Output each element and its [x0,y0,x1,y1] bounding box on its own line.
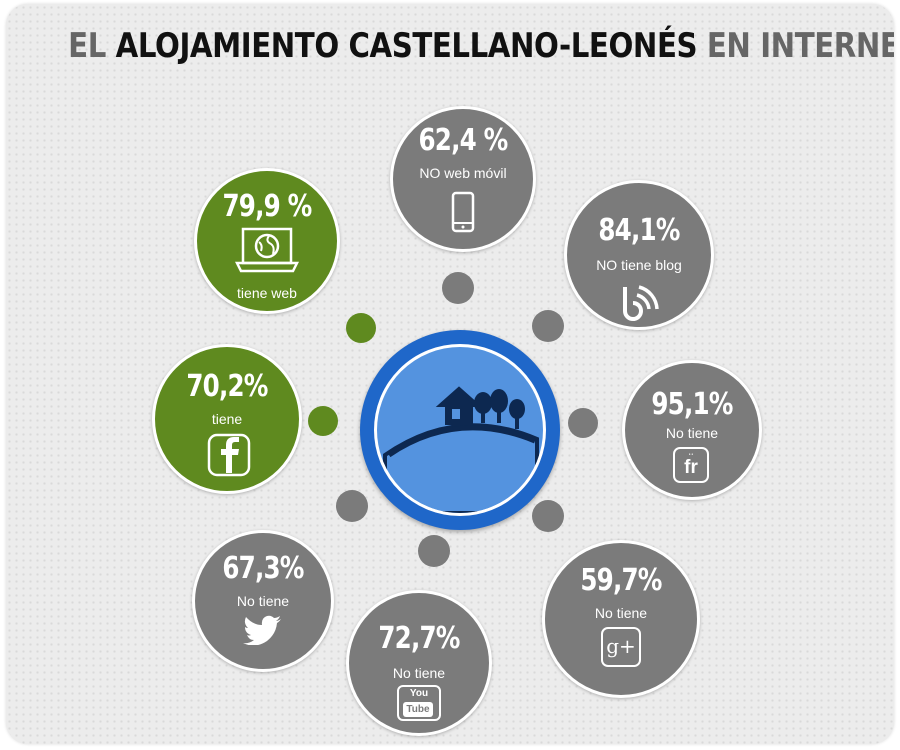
stat-circle-web: 79,9 % tiene web [194,168,340,314]
twitter-bird-icon [243,615,283,650]
blog-feed-icon [617,283,661,328]
rural-house-hill-icon [374,344,546,516]
youtube-icon-text-top: You [409,688,429,699]
facebook-icon [207,433,251,482]
stat-label: No tiene [392,665,446,681]
stat-circle-google-plus: 59,7% No tiene g+ [542,540,700,698]
stat-circle-twitter: 67,3% No tiene [192,530,334,672]
title-part-1: EL [68,26,116,66]
stat-label: No tiene [236,593,290,609]
stat-circle-youtube: 72,7% No tiene You Tube [346,590,492,736]
stat-label: No tiene [665,425,719,441]
stat-percentage: 84,1% [598,213,680,248]
center-circle [360,330,560,530]
connector-dot [568,408,598,438]
stat-circle-web-movil: 62,4 % NO web móvil [390,106,536,252]
title-part-3: EN INTERNET [706,26,894,66]
connector-dot [346,313,376,343]
stat-label: NO web móvil [419,165,507,181]
friendfeed-icon-text: fr [684,457,698,478]
youtube-icon: You Tube [397,685,441,721]
stat-percentage: 95,1% [651,387,733,422]
stat-circle-friendfeed: 95,1% No tiene ● ● fr [622,360,762,500]
connector-dot [418,535,450,567]
laptop-globe-icon [234,227,300,280]
stat-label: tiene web [237,285,297,301]
google-plus-icon-text: g+ [606,634,636,658]
friendfeed-icon: ● ● fr [673,447,709,483]
connector-dot [532,310,564,342]
stat-label: No tiene [594,605,648,621]
stat-percentage: 59,7% [580,563,662,598]
stat-percentage: 67,3% [222,551,304,586]
stat-label: tiene [211,411,243,427]
stat-circle-facebook: 70,2% tiene [152,344,302,494]
connector-dot [442,272,474,304]
stat-label: NO tiene blog [596,257,682,273]
stat-percentage: 79,9 % [222,189,313,224]
youtube-icon-text-bottom: Tube [403,702,433,717]
connector-dot [532,500,564,532]
title-part-2: ALOJAMIENTO CASTELLANO-LEONÉS [115,26,698,66]
smartphone-icon [451,191,475,238]
stat-percentage: 72,7% [378,621,460,656]
page-title: EL ALOJAMIENTO CASTELLANO-LEONÉS EN INTE… [68,26,894,66]
connector-dot [308,406,338,436]
stat-percentage: 62,4 % [418,123,509,158]
google-plus-icon: g+ [601,627,641,667]
infographic-card: EL ALOJAMIENTO CASTELLANO-LEONÉS EN INTE… [6,4,894,744]
stat-percentage: 70,2% [186,369,268,404]
connector-dot [336,490,368,522]
stat-circle-blog: 84,1% NO tiene blog [564,180,714,330]
